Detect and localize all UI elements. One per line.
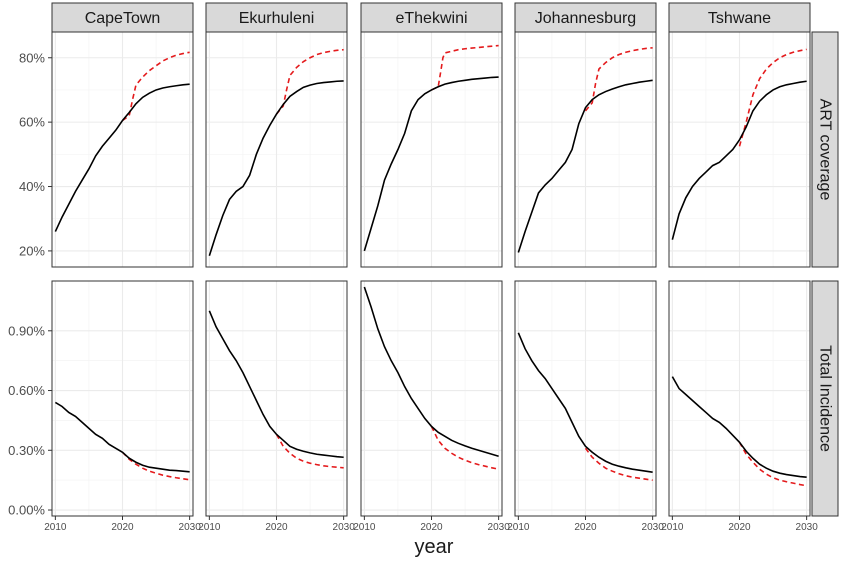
column-strip: eThekwini <box>360 2 503 33</box>
column-strip: CapeTown <box>51 2 194 33</box>
scenario-line <box>584 46 653 112</box>
scenario-line <box>121 451 190 481</box>
panel-1-2 <box>360 280 503 517</box>
x-tick-label: 2020 <box>574 522 597 533</box>
row-strip-background <box>811 280 839 517</box>
x-tick-label: 2030 <box>796 522 819 533</box>
column-strip-label: CapeTown <box>85 10 161 27</box>
y-tick-label: 0.30% <box>8 443 45 458</box>
column-strip: Johannesburg <box>514 2 657 33</box>
y-tick-label: 0.00% <box>8 503 45 518</box>
row-strip: ART coverage <box>811 31 839 268</box>
x-tick-label: 2020 <box>420 522 443 533</box>
panel-0-1 <box>205 31 348 268</box>
y-tick-label: 60% <box>19 115 45 130</box>
row-strip-label: Total Incidence <box>817 345 834 452</box>
x-tick-label: 2020 <box>111 522 134 533</box>
column-strip: Tshwane <box>668 2 811 33</box>
baseline-line <box>363 286 499 458</box>
baseline-line <box>208 310 344 459</box>
row-strip: Total Incidence <box>811 280 839 517</box>
x-tick-label: 2010 <box>661 522 684 533</box>
baseline-line <box>671 376 807 478</box>
y-tick-label: 20% <box>19 243 45 258</box>
column-strip-label: Johannesburg <box>535 10 636 27</box>
panels-layer <box>51 31 811 517</box>
panel-0-2 <box>360 31 503 268</box>
x-tick-label: 2010 <box>198 522 221 533</box>
panel-1-4 <box>668 280 811 517</box>
x-tick-label: 2030 <box>642 522 665 533</box>
panel-0-0 <box>51 31 194 268</box>
row-strip-background <box>811 31 839 268</box>
scenario-line <box>122 51 190 122</box>
baseline-line <box>208 80 344 256</box>
baseline-line <box>363 76 499 252</box>
column-strip-label: eThekwini <box>395 10 467 27</box>
x-axis-title: year <box>415 536 454 558</box>
baseline-line <box>54 401 190 473</box>
panel-0-3 <box>514 31 657 268</box>
column-strip-label: Ekurhuleni <box>239 10 315 27</box>
x-tick-label: 2030 <box>488 522 511 533</box>
y-tick-label: 0.60% <box>8 383 45 398</box>
y-tick-label: 80% <box>19 50 45 65</box>
x-tick-label: 2010 <box>507 522 530 533</box>
panel-1-0 <box>51 280 194 517</box>
baseline-line <box>54 83 190 232</box>
column-strip-background <box>360 2 503 33</box>
baseline-line <box>671 80 807 240</box>
scenario-line <box>431 44 499 91</box>
scenario-line <box>430 426 499 470</box>
column-strip: Ekurhuleni <box>205 2 348 33</box>
x-tick-label: 2010 <box>353 522 376 533</box>
scenario-line <box>738 441 807 487</box>
baseline-line <box>517 79 653 253</box>
panel-1-1 <box>205 280 348 517</box>
column-strip-background <box>205 2 348 33</box>
strips-layer: ART coverage Total Incidence CapeTown Ekurh… <box>51 2 839 517</box>
scenario-line <box>738 48 807 147</box>
y-tick-label: 40% <box>19 179 45 194</box>
scenario-line <box>275 433 344 469</box>
baseline-line <box>517 332 653 473</box>
column-strip-background <box>668 2 811 33</box>
row-strip-label: ART coverage <box>817 99 834 201</box>
x-tick-label: 2030 <box>333 522 356 533</box>
column-strip-background <box>514 2 657 33</box>
x-tick-label: 2010 <box>44 522 67 533</box>
column-strip-background <box>51 2 194 33</box>
x-tick-label: 2020 <box>728 522 751 533</box>
panel-1-3 <box>514 280 657 517</box>
y-tick-label: 0.90% <box>8 323 45 338</box>
scenario-line <box>584 447 653 481</box>
x-tick-label: 2020 <box>265 522 288 533</box>
column-strip-label: Tshwane <box>708 10 771 27</box>
panel-0-4 <box>668 31 811 268</box>
x-tick-label: 2030 <box>179 522 202 533</box>
